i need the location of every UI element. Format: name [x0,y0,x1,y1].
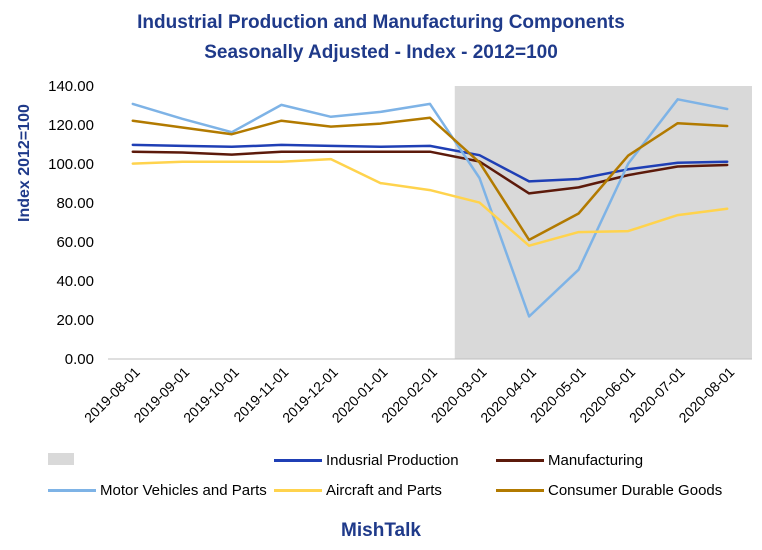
legend-item-industrial-production: Indusrial Production [274,452,459,469]
y-tick-label: 100.00 [48,156,94,173]
legend-item-manufacturing: Manufacturing [496,452,643,469]
shaded-region [454,86,752,359]
legend-label: Indusrial Production [326,452,459,469]
legend-label: Manufacturing [548,452,644,469]
legend-label: Consumer Durable Goods [548,482,723,499]
legend-swatch [48,489,96,492]
series-line-3 [131,157,729,247]
y-tick-label: 20.00 [56,312,94,329]
legend-swatch-shaded [48,453,74,465]
series-line-2 [131,98,729,318]
series-line-0 [131,143,729,183]
y-tick-label: 80.00 [56,195,94,212]
legend-item-aircraft: Aircraft and Parts [274,482,442,499]
legend-swatch [274,489,322,492]
y-tick-label: 140.00 [48,78,94,95]
y-tick-label: 120.00 [48,117,94,134]
y-tick-label: 60.00 [56,234,94,251]
legend-item-motor-vehicles: Motor Vehicles and Parts [48,482,267,499]
y-tick-label: 40.00 [56,273,94,290]
series-line-4 [131,116,729,242]
chart-subtitle: Seasonally Adjusted - Index - 2012=100 [204,42,558,63]
legend-label: Aircraft and Parts [326,482,442,499]
legend-swatch [496,459,544,462]
y-axis-label: Index 2012=100 [16,104,33,222]
footer-brand: MishTalk [341,520,421,541]
series-line-1 [131,150,729,195]
y-tick-label: 0.00 [65,351,94,368]
legend-swatch [496,489,544,492]
legend-item-consumer-durables: Consumer Durable Goods [496,482,722,499]
legend-label: Motor Vehicles and Parts [100,482,267,499]
chart-title: Industrial Production and Manufacturing … [137,12,625,33]
legend-shaded-region [48,453,74,465]
legend-swatch [274,459,322,462]
